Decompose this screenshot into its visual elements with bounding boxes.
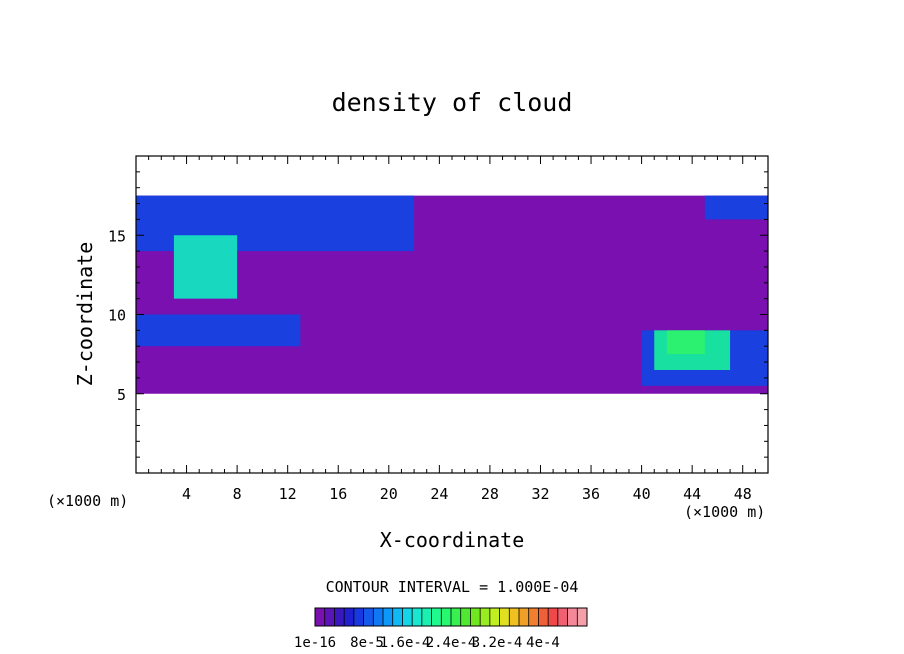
colorbar-swatch <box>353 608 364 626</box>
x-tick-label: 4 <box>182 485 191 503</box>
colorbar-frame <box>314 607 588 627</box>
colorbar-swatch <box>421 608 432 626</box>
colorbar-labels: 1e-16 8e-51.6e-42.4e-43.2e-4 4e-4 <box>294 635 560 651</box>
colorbar-swatch <box>509 608 519 626</box>
colorbar-swatch <box>431 608 442 626</box>
colorbar-swatch <box>470 608 481 626</box>
colorbar-swatch <box>363 608 374 626</box>
colorbar-label: 2.4e-4 <box>426 635 477 651</box>
y-tick-label: 15 <box>108 227 126 245</box>
contour-region-2 <box>136 314 301 347</box>
colorbar-swatch <box>460 608 471 626</box>
contour-region-7 <box>666 330 705 355</box>
y-tick-label: 10 <box>108 307 126 325</box>
x-tick-label: 16 <box>329 485 347 503</box>
contour-interval: CONTOUR INTERVAL = 1.000E-04 <box>326 578 579 596</box>
colorbar-swatch <box>538 608 549 626</box>
x-tick-label: 44 <box>683 485 701 503</box>
colorbar <box>314 607 588 627</box>
y-axis-label: Z-coordinate <box>73 242 97 387</box>
colorbar-swatch <box>334 608 345 626</box>
x-tick-label: 32 <box>531 485 549 503</box>
colorbar-label: 3.2e-4 <box>472 635 523 651</box>
colorbar-swatch <box>577 608 587 626</box>
x-tick-label: 48 <box>734 485 752 503</box>
colorbar-swatch <box>402 608 413 626</box>
colorbar-swatch <box>451 608 461 626</box>
colorbar-swatch <box>567 608 578 626</box>
x-tick-label: 36 <box>582 485 600 503</box>
colorbar-swatch <box>315 608 325 626</box>
colorbar-swatch <box>373 608 383 626</box>
colorbar-swatch <box>441 608 451 626</box>
x-tick-label: 8 <box>233 485 242 503</box>
x-axis-ticks: 4 8 12 16 20 24 28 32 36 40 44 48 <box>148 156 756 503</box>
x-tick-label: 40 <box>633 485 651 503</box>
y-tick-label: 5 <box>117 386 126 404</box>
colorbar-swatch <box>499 608 510 626</box>
colorbar-swatch <box>392 608 403 626</box>
x-axis-label: X-coordinate <box>380 528 525 552</box>
contour-region-5 <box>173 235 238 299</box>
colorbar-label: 1e-16 <box>294 635 336 651</box>
colorbar-swatch <box>557 608 568 626</box>
x-tick-label: 28 <box>481 485 499 503</box>
colorbar-swatch <box>528 608 539 626</box>
colorbar-swatch <box>489 608 500 626</box>
x-tick-label: 24 <box>430 485 448 503</box>
x-unit-left: (×1000 m) <box>47 492 128 510</box>
colorbar-swatch <box>480 608 490 626</box>
colorbar-label: 4e-4 <box>526 635 560 651</box>
colorbar-swatch <box>412 608 422 626</box>
colorbar-swatch <box>519 608 529 626</box>
colorbar-swatch <box>344 608 354 626</box>
y-axis-ticks: 5 10 15 <box>108 171 768 458</box>
colorbar-swatch <box>548 608 558 626</box>
colorbar-swatch <box>324 608 335 626</box>
contour-region-4 <box>704 195 768 220</box>
x-tick-label: 12 <box>279 485 297 503</box>
x-unit-right: (×1000 m) <box>684 503 765 521</box>
chart-title: density of cloud <box>332 88 573 117</box>
x-tick-label: 20 <box>380 485 398 503</box>
colorbar-label: 1.6e-4 <box>380 635 431 651</box>
colorbar-swatch <box>383 608 393 626</box>
plot-area <box>135 155 769 474</box>
colorbar-label: 8e-5 <box>350 635 384 651</box>
